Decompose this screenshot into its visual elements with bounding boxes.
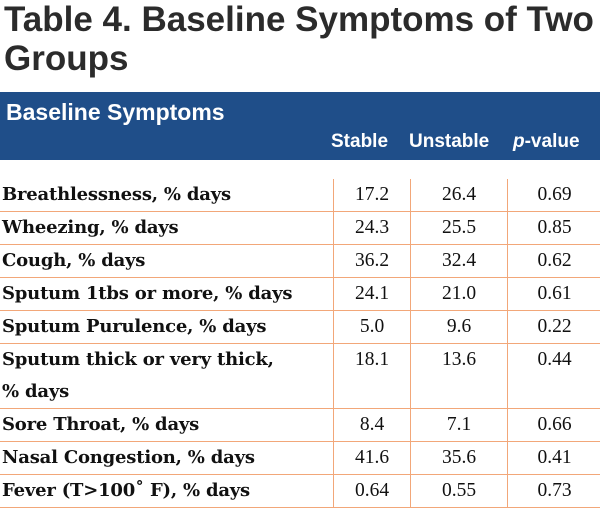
row-label: Sputum Purulence, % days	[0, 310, 334, 344]
cell-stable: 36.2	[333, 244, 411, 278]
column-header-p-value: p-value	[513, 130, 580, 154]
header-title: Baseline Symptoms	[6, 99, 225, 125]
row-label: Sore Throat, % days	[0, 408, 334, 442]
cell-p-value: 0.41	[507, 441, 600, 475]
table-row: Cough, % days 36.2 32.4 0.62	[0, 244, 600, 278]
cell-stable: 17.2	[333, 179, 411, 212]
row-label: Sputum thick or very thick, % days	[0, 343, 334, 409]
cell-unstable: 25.5	[410, 211, 508, 245]
row-label: Fever (T>100˚ F), % days	[0, 474, 334, 508]
cell-unstable: 26.4	[410, 179, 508, 212]
row-label: Wheezing, % days	[0, 211, 334, 245]
column-header-unstable: Unstable	[409, 131, 490, 152]
cell-p-value: 0.44	[507, 343, 600, 409]
row-label: Breathlessness, % days	[0, 179, 334, 212]
cell-p-value: 0.69	[507, 179, 600, 212]
cell-p-value: 0.22	[507, 310, 600, 344]
p-italic: p	[513, 131, 525, 152]
table-row: Wheezing, % days 24.3 25.5 0.85	[0, 211, 600, 245]
column-header-stable: Stable	[331, 131, 389, 152]
cell-p-value: 0.62	[507, 244, 600, 278]
table-title: Table 4. Baseline Symptoms of Two Groups	[4, 0, 594, 78]
cell-unstable: 13.6	[410, 343, 508, 409]
cell-unstable: 35.6	[410, 441, 508, 475]
cell-p-value: 0.73	[507, 474, 600, 508]
row-label-line-2: % days	[2, 381, 70, 402]
cell-p-value: 0.61	[507, 277, 600, 311]
row-label: Sputum 1tbs or more, % days	[0, 277, 334, 311]
cell-stable: 5.0	[333, 310, 411, 344]
cell-unstable: 21.0	[410, 277, 508, 311]
table-row: Sore Throat, % days 8.4 7.1 0.66	[0, 408, 600, 442]
cell-stable: 24.3	[333, 211, 411, 245]
cell-stable: 18.1	[333, 343, 411, 409]
table-row: Nasal Congestion, % days 41.6 35.6 0.41	[0, 441, 600, 475]
table-row: Sputum 1tbs or more, % days 24.1 21.0 0.…	[0, 277, 600, 311]
row-label: Cough, % days	[0, 244, 334, 278]
cell-p-value: 0.66	[507, 408, 600, 442]
value-suffix: -value	[524, 131, 580, 152]
cell-unstable: 0.55	[410, 474, 508, 508]
table-row: Sputum thick or very thick, % days 18.1 1…	[0, 343, 600, 409]
cell-unstable: 7.1	[410, 408, 508, 442]
table-row: Breathlessness, % days 17.2 26.4 0.69	[0, 179, 600, 212]
cell-stable: 0.64	[333, 474, 411, 508]
table-row: Fever (T>100˚ F), % days 0.64 0.55 0.73	[0, 474, 600, 508]
cell-p-value: 0.85	[507, 211, 600, 245]
cell-unstable: 9.6	[410, 310, 508, 344]
row-label-line-1: Sputum thick or very thick,	[2, 349, 274, 370]
row-label: Nasal Congestion, % days	[0, 441, 334, 475]
data-table: Breathlessness, % days 17.2 26.4 0.69 Wh…	[0, 179, 600, 508]
cell-unstable: 32.4	[410, 244, 508, 278]
cell-stable: 24.1	[333, 277, 411, 311]
table-row: Sputum Purulence, % days 5.0 9.6 0.22	[0, 310, 600, 344]
table-header: Baseline Symptoms Stable Unstable p-valu…	[0, 92, 600, 160]
cell-stable: 41.6	[333, 441, 411, 475]
cell-stable: 8.4	[333, 408, 411, 442]
